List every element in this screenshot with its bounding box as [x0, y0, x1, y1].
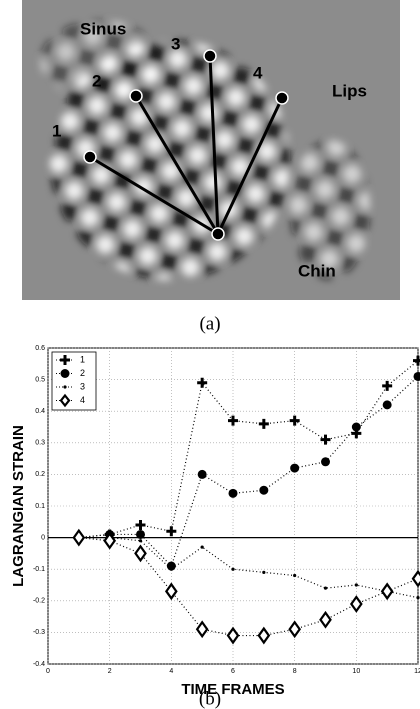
marker: [319, 610, 332, 629]
series-line: [78, 537, 419, 599]
label: 4: [253, 63, 263, 82]
marker: [259, 485, 269, 495]
marker: [134, 544, 147, 563]
marker: [416, 596, 420, 600]
marker: [200, 545, 204, 549]
marker: [293, 573, 297, 578]
marker: [413, 355, 420, 366]
y-tick-label: -0.4: [33, 661, 45, 668]
marker: [72, 528, 86, 547]
marker: [382, 400, 392, 410]
legend-marker: [63, 385, 67, 389]
marker: [195, 620, 209, 639]
marker: [197, 469, 207, 479]
legend-label: 1: [80, 354, 85, 364]
marker: [135, 519, 146, 530]
marker: [349, 595, 363, 613]
y-tick-label: 0.1: [35, 503, 45, 510]
y-tick-label: -0.1: [33, 566, 45, 573]
marker: [382, 380, 393, 391]
caption: (b): [199, 688, 221, 709]
plot-frame: [47, 347, 419, 665]
y-tick-label: 0.6: [35, 345, 45, 352]
marker: [138, 539, 143, 543]
marker: [136, 529, 145, 539]
marker: [289, 415, 300, 426]
label: 2: [92, 71, 101, 90]
x-tick-label: 12: [414, 668, 420, 675]
marker: [164, 582, 178, 601]
caption: (a): [199, 313, 220, 334]
marker: [258, 418, 269, 429]
y-tick-label: 0.2: [35, 471, 45, 478]
legend-marker: [59, 393, 71, 408]
marker: [323, 586, 328, 590]
marker: [413, 371, 420, 381]
marker: [103, 531, 117, 550]
series-line: [78, 360, 419, 539]
legend-marker: [60, 355, 70, 365]
marker: [351, 422, 361, 432]
x-tick-label: 0: [46, 668, 50, 675]
marker: [354, 583, 358, 587]
series-line: [78, 375, 419, 568]
label: Sinus: [80, 19, 126, 38]
marker: [231, 567, 235, 571]
y-tick-label: 0.3: [35, 440, 45, 447]
marker: [257, 626, 271, 645]
marker: [320, 434, 331, 445]
marker: [411, 569, 420, 588]
legend-label: 3: [80, 381, 85, 391]
marker: [380, 582, 394, 601]
marker: [262, 570, 266, 574]
y-tick-label: 0: [41, 534, 45, 541]
x-tick-label: 4: [169, 668, 173, 675]
x-tick-label: 2: [108, 668, 112, 675]
y-tick-label: -0.2: [33, 598, 45, 605]
y-axis-label: LAGRANGIAN STRAIN: [10, 425, 27, 587]
marker: [226, 626, 240, 645]
marker: [228, 488, 238, 498]
marker: [321, 457, 330, 467]
legend-box: [51, 351, 97, 411]
x-tick-label: 6: [231, 668, 235, 675]
points: [83, 49, 289, 241]
legend-marker: [60, 369, 70, 378]
label: Lips: [332, 81, 367, 100]
marker: [169, 567, 173, 571]
y-tick-label: 0.5: [35, 376, 45, 383]
x-axis-label: TIME FRAMES: [181, 681, 284, 698]
marker: [290, 463, 300, 473]
marker: [288, 620, 302, 639]
marker: [228, 415, 238, 426]
marker: [166, 526, 177, 537]
speckle: [40, 20, 370, 280]
spokes: [89, 55, 284, 236]
x-tick-label: 8: [293, 668, 297, 675]
y-tick-label: -0.3: [33, 629, 45, 636]
label: Chin: [298, 261, 336, 280]
legend-label: 2: [80, 368, 85, 378]
label: 1: [52, 121, 61, 140]
marker: [197, 377, 208, 388]
series-line: [78, 537, 419, 637]
y-tick-label: 0.4: [35, 408, 45, 415]
x-tick-label: 10: [352, 668, 360, 675]
legend-label: 4: [80, 395, 85, 405]
label: 3: [171, 34, 180, 53]
marker: [166, 561, 176, 571]
ultrasound-image: Sinus 1 2 3 4 Lips Chin: [22, 0, 400, 300]
